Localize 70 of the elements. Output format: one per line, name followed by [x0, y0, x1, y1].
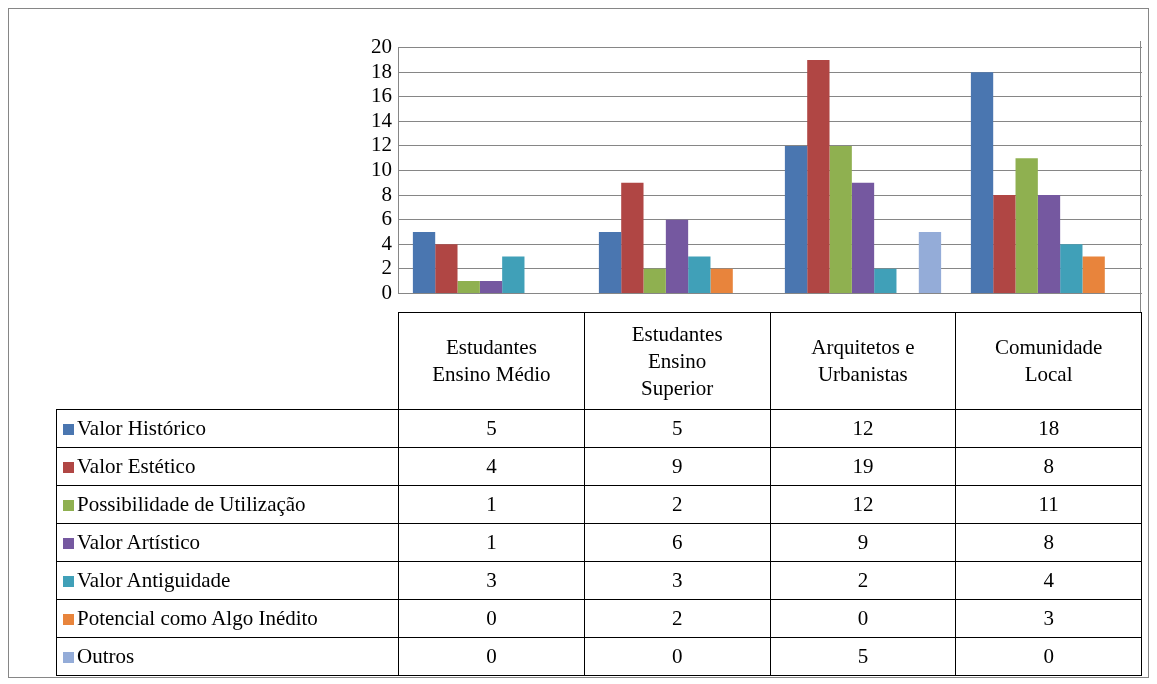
data-label: 12: [770, 409, 956, 448]
bar: [643, 268, 666, 293]
bar: [598, 231, 622, 293]
y-tick-label: 4: [381, 230, 393, 255]
bar: [918, 231, 942, 293]
legend-label: Valor Histórico: [56, 409, 399, 448]
data-label: 5: [770, 637, 956, 676]
data-label: 8: [955, 447, 1142, 486]
bar: [970, 72, 994, 293]
data-label: 1: [398, 485, 585, 524]
bar: [829, 145, 852, 293]
bar: [1082, 256, 1105, 293]
data-label: 4: [955, 561, 1142, 600]
bar: [435, 244, 458, 293]
data-label: 0: [955, 637, 1142, 676]
legend-label: Outros: [56, 637, 399, 676]
data-label: 6: [584, 523, 770, 562]
bar: [621, 182, 644, 293]
legend-label: Valor Estético: [56, 447, 399, 486]
data-label: 3: [398, 561, 585, 600]
data-label: 2: [584, 599, 770, 638]
data-label: 9: [584, 447, 770, 486]
x-tick-label: Estudantes Ensino Médio: [398, 312, 585, 410]
bar: [784, 145, 808, 293]
x-tick-label: Arquitetos e Urbanistas: [770, 312, 956, 410]
legend-label: Valor Antiguidade: [56, 561, 399, 600]
data-label: 3: [955, 599, 1142, 638]
y-tick-label: 10: [371, 157, 392, 182]
x-tick-label: Comunidade Local: [955, 312, 1142, 410]
bar: [874, 268, 897, 293]
data-label: 3: [584, 561, 770, 600]
y-tick-label: 8: [381, 181, 392, 206]
x-tick-label: Estudantes Ensino Superior: [584, 312, 770, 410]
y-tick-label: 12: [371, 132, 392, 157]
bar: [412, 231, 436, 293]
bar: [502, 256, 525, 293]
data-label: 9: [770, 523, 956, 562]
legend-label: Valor Artístico: [56, 523, 399, 562]
bar: [457, 281, 480, 293]
bar: [1060, 244, 1083, 293]
data-label: 2: [584, 485, 770, 524]
bar: [479, 281, 503, 293]
legend-label: Possibilidade de Utilização: [56, 485, 399, 524]
bar: [688, 256, 711, 293]
bar: [710, 268, 733, 293]
bar: [993, 195, 1016, 293]
data-label: 5: [584, 409, 770, 448]
y-tick-label: 18: [371, 58, 392, 83]
data-label: 0: [770, 599, 956, 638]
bar: [1037, 195, 1061, 293]
data-label: 5: [398, 409, 585, 448]
y-tick-label: 20: [371, 34, 392, 59]
y-tick-label: 0: [381, 279, 392, 304]
y-tick-label: 6: [381, 206, 392, 231]
y-tick-label: 14: [371, 107, 393, 132]
data-label: 19: [770, 447, 956, 486]
bar: [851, 182, 875, 293]
bar: [1015, 158, 1038, 293]
y-tick-label: 16: [371, 83, 392, 108]
bar: [807, 59, 830, 293]
bar: [665, 219, 689, 293]
data-label: 11: [955, 485, 1142, 524]
data-label: 2: [770, 561, 956, 600]
data-label: 12: [770, 485, 956, 524]
y-tick-label: 2: [381, 255, 392, 280]
data-label: 8: [955, 523, 1142, 562]
data-label: 1: [398, 523, 585, 562]
legend-label: Potencial como Algo Inédito: [56, 599, 399, 638]
data-label: 0: [584, 637, 770, 676]
data-label: 18: [955, 409, 1142, 448]
